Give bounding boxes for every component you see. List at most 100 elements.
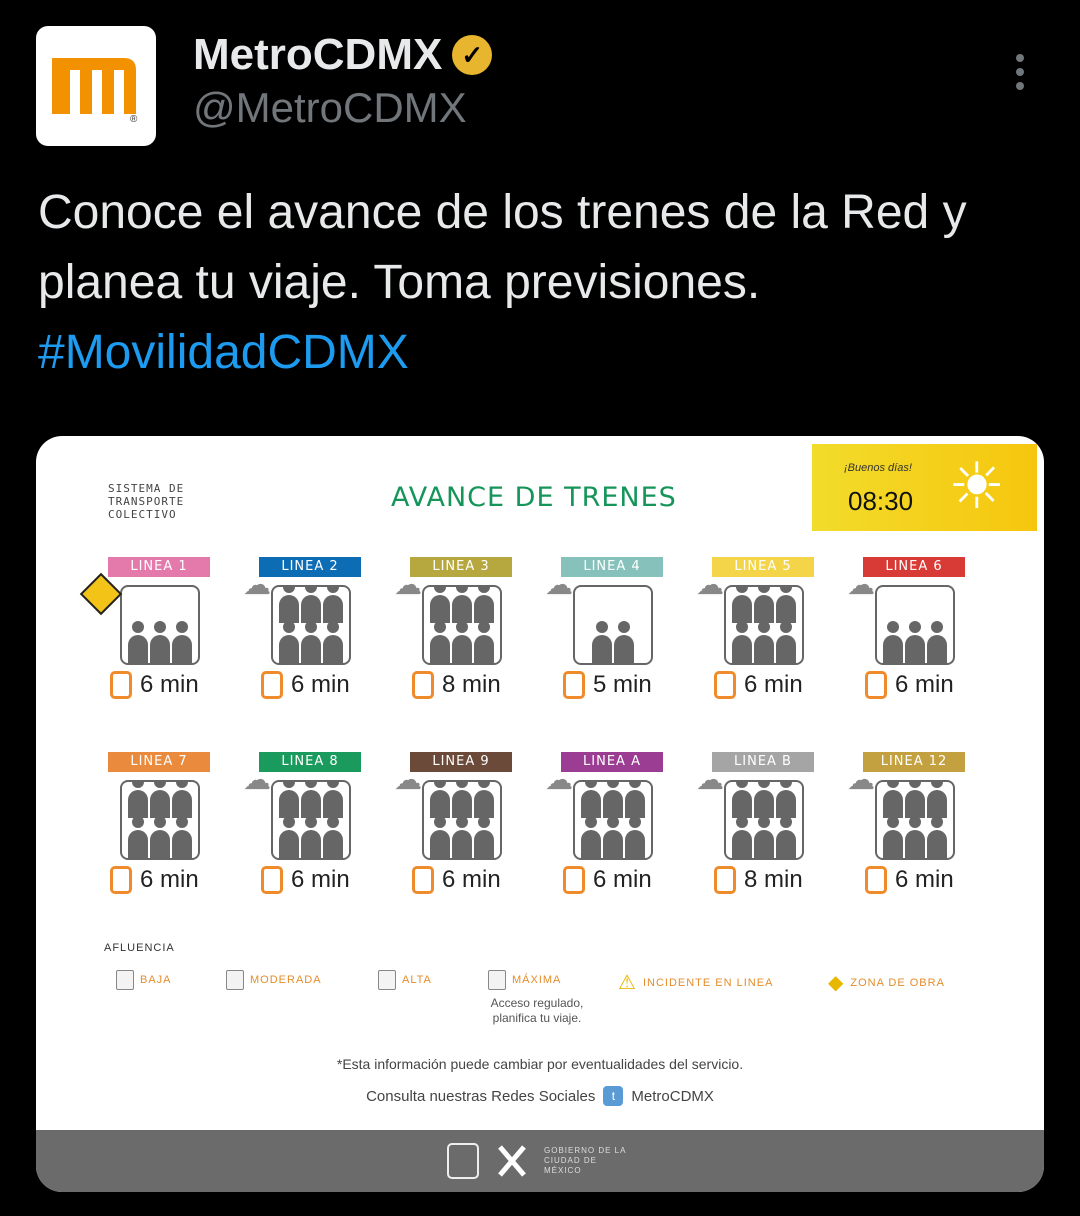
person-icon	[883, 816, 903, 858]
person-icon	[279, 816, 299, 858]
person-icon	[474, 816, 494, 858]
person-icon	[776, 621, 796, 663]
rain-cloud-icon: ☁	[696, 569, 724, 600]
person-icon	[323, 621, 343, 663]
person-icon	[905, 621, 925, 663]
wait-time: 6 min	[140, 671, 199, 698]
crowd-icon	[120, 780, 200, 860]
crowd-icon	[422, 780, 502, 860]
train-icon	[261, 866, 283, 894]
line-label: LINEA 2	[259, 557, 361, 577]
wait-time: 6 min	[895, 866, 954, 893]
account-name[interactable]: MetroCDMX ✓	[193, 30, 493, 80]
person-icon	[301, 621, 321, 663]
greeting: ¡Buenos días!	[844, 462, 912, 474]
crowd-icon	[271, 780, 351, 860]
train-icon	[412, 671, 434, 699]
legend-item: ◆ ZONA DE OBRA	[828, 972, 945, 994]
person-icon	[754, 816, 774, 858]
person-icon	[592, 621, 612, 663]
person-icon	[150, 621, 170, 663]
person-icon	[430, 816, 450, 858]
person-icon	[603, 816, 623, 858]
train-icon	[412, 866, 434, 894]
person-icon	[279, 621, 299, 663]
time: 08:30	[848, 486, 914, 516]
line-label: LINEA 8	[259, 752, 361, 772]
person-icon	[474, 621, 494, 663]
person-icon	[430, 621, 450, 663]
train-icon	[714, 866, 736, 894]
person-icon	[732, 816, 752, 858]
avatar[interactable]: ®	[36, 26, 156, 146]
train-icon	[865, 671, 887, 699]
line-label: LINEA 6	[863, 557, 965, 577]
crowd-icon	[226, 970, 244, 990]
cdmx-shield-icon	[447, 1143, 479, 1179]
person-icon	[452, 816, 472, 858]
person-icon	[754, 587, 774, 623]
account-handle[interactable]: @MetroCDMX	[193, 84, 467, 131]
work-zone-icon	[79, 572, 123, 616]
rain-cloud-icon: ☁	[545, 569, 573, 600]
wait-time: 6 min	[744, 671, 803, 698]
person-icon	[323, 782, 343, 818]
person-icon	[581, 782, 601, 818]
wait-time: 6 min	[593, 866, 652, 893]
legend-title: AFLUENCIA	[104, 942, 175, 954]
person-icon	[172, 621, 192, 663]
person-icon	[883, 621, 903, 663]
train-icon	[563, 866, 585, 894]
crowd-icon	[875, 780, 955, 860]
more-options-icon[interactable]	[1010, 54, 1030, 90]
rain-cloud-icon: ☁	[847, 764, 875, 795]
crowd-icon	[488, 970, 506, 990]
line-label: LINEA 3	[410, 557, 512, 577]
crowd-icon	[120, 585, 200, 665]
work-zone-icon: ◆	[828, 972, 845, 994]
rain-cloud-icon: ☁	[696, 764, 724, 795]
crowd-icon	[378, 970, 396, 990]
person-icon	[776, 782, 796, 818]
train-icon	[261, 671, 283, 699]
tweet-image[interactable]: SISTEMA DE TRANSPORTE COLECTIVO AVANCE D…	[36, 436, 1044, 1192]
line-label: LINEA 5	[712, 557, 814, 577]
person-icon	[301, 587, 321, 623]
crowd-icon	[422, 585, 502, 665]
train-icon	[865, 866, 887, 894]
person-icon	[452, 782, 472, 818]
legend-item: BAJA	[116, 970, 172, 990]
person-icon	[603, 782, 623, 818]
person-icon	[927, 782, 947, 818]
person-icon	[732, 621, 752, 663]
legend-item: ⚠ INCIDENTE EN LINEA	[618, 972, 774, 994]
person-icon	[452, 587, 472, 623]
wait-time: 6 min	[895, 671, 954, 698]
person-icon	[754, 621, 774, 663]
crowd-icon	[271, 585, 351, 665]
warning-icon: ⚠	[618, 972, 637, 994]
wait-time: 6 min	[442, 866, 501, 893]
person-icon	[430, 782, 450, 818]
hashtag-link[interactable]: #MovilidadCDMX	[38, 326, 409, 379]
legend-item: MÁXIMA	[488, 970, 561, 990]
line-label: LINEA 4	[561, 557, 663, 577]
crowd-icon	[573, 585, 653, 665]
person-icon	[172, 782, 192, 818]
train-icon	[110, 866, 132, 894]
twitter-icon: t	[603, 1086, 624, 1106]
person-icon	[430, 587, 450, 623]
person-icon	[732, 587, 752, 623]
train-icon	[714, 671, 736, 699]
infographic-title: AVANCE DE TRENES	[391, 482, 677, 513]
rain-cloud-icon: ☁	[394, 569, 422, 600]
person-icon	[927, 816, 947, 858]
wait-time: 8 min	[442, 671, 501, 698]
crowd-icon	[724, 780, 804, 860]
person-icon	[150, 816, 170, 858]
person-icon	[625, 782, 645, 818]
crowd-icon	[116, 970, 134, 990]
person-icon	[883, 782, 903, 818]
person-icon	[279, 587, 299, 623]
train-icon	[563, 671, 585, 699]
